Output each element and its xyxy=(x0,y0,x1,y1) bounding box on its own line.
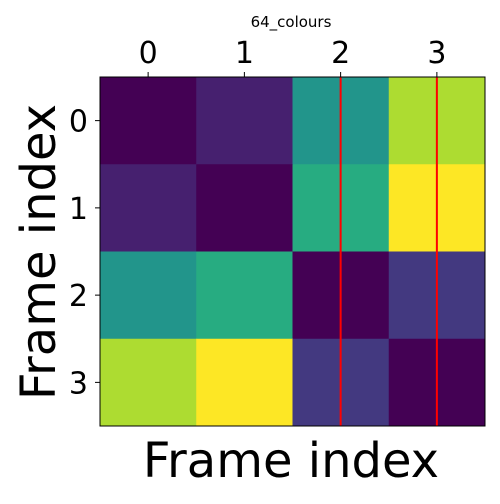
heatmap-cell-r2-c1 xyxy=(196,251,293,340)
heatmap-cell-r0-c0 xyxy=(100,77,197,165)
heatmap-cell-r0-c1 xyxy=(196,77,293,165)
heatmap-cell-r1-c0 xyxy=(100,164,197,252)
heatmap-cell-r2-c0 xyxy=(100,251,197,340)
y-axis-label: Frame index xyxy=(11,104,67,400)
y-tick-label-0: 0 xyxy=(69,105,88,140)
heatmap-cell-r1-c1 xyxy=(196,164,293,252)
x-tick-label-3: 3 xyxy=(427,36,446,71)
chart-title: 64_colours xyxy=(251,13,332,32)
y-tick-label-1: 1 xyxy=(69,192,88,227)
x-axis-ticks: 0 1 2 3 xyxy=(139,36,446,77)
x-tick-label-2: 2 xyxy=(331,36,350,71)
heatmap-cells xyxy=(100,77,486,427)
marker-lines xyxy=(339,77,438,426)
y-tick-label-3: 3 xyxy=(69,366,88,401)
x-tick-label-0: 0 xyxy=(139,36,158,71)
y-axis-ticks: 0 1 2 3 xyxy=(69,105,100,401)
x-axis-label: Frame index xyxy=(143,433,439,489)
y-tick-label-2: 2 xyxy=(69,279,88,314)
heatmap-cell-r3-c1 xyxy=(196,338,293,427)
heatmap-cell-r3-c0 xyxy=(100,338,197,427)
x-tick-label-1: 1 xyxy=(235,36,254,71)
plot-frame xyxy=(99,76,486,427)
